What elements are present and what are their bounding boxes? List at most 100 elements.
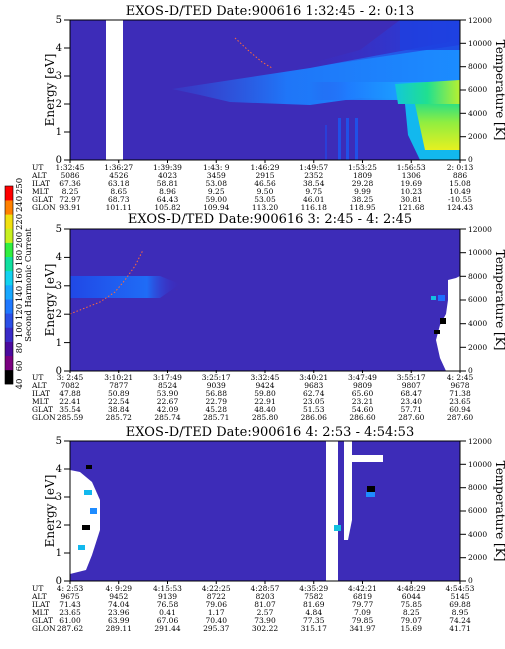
- panel-2-table-cell: 3:25:17: [202, 373, 231, 382]
- panel-1-table-cell: 10.49: [449, 187, 471, 196]
- panel-2-table-cell: 38.84: [108, 405, 130, 414]
- panel-2-row-label-mlt: MLT: [32, 397, 49, 406]
- colorbar-swatch: [5, 270, 13, 286]
- panel-1-table-cell: 9.50: [257, 187, 274, 196]
- panel-1-table-cell: 3459: [207, 171, 226, 180]
- panel-2-table-cell: 7877: [109, 381, 128, 390]
- panel-2-ephemeris-table: UT ALT ILAT MLT GLAT GLON 3: 2:45708247.…: [31, 370, 473, 422]
- panel-1-streak-4: [325, 125, 327, 160]
- panel-3-table-cell: 6819: [353, 592, 372, 601]
- colorbar-swatch: [5, 327, 13, 342]
- panel-2-ytick-label-2: 2: [56, 309, 62, 320]
- panel-2-table-cell: 56.88: [206, 389, 228, 398]
- panel-2-blob-4: [434, 330, 440, 334]
- colorbar-tick-label: 200: [15, 232, 25, 248]
- panel-2-temperature-trace: [69, 249, 144, 315]
- colorbar-swatch: [5, 369, 13, 385]
- panel-3-y2tick-label-4: 8000: [468, 483, 487, 492]
- panel-1-plot: [69, 19, 461, 161]
- panel-2-table-cell: 62.74: [303, 389, 325, 398]
- panel-3-y2label: Temperature [K]: [493, 461, 505, 562]
- panel-1-table-cell: 64.43: [157, 195, 179, 204]
- panel-1-ytick-label-4: 4: [56, 43, 62, 54]
- panel-3-table-cell: 8722: [207, 592, 226, 601]
- panel-1-table-cell: 2352: [304, 171, 323, 180]
- panel-1-table-cell: 67.36: [59, 179, 81, 188]
- panel-1-table-cell: 58.81: [157, 179, 178, 188]
- panel-2-table-cell: 57.71: [401, 405, 422, 414]
- panel-1-table-cell: 105.82: [154, 203, 180, 212]
- panel-2-table-cell: 22.54: [108, 397, 130, 406]
- panel-1-table-cell: 53.08: [206, 179, 228, 188]
- panel-1-ylabel: Energy [eV]: [43, 54, 57, 127]
- colorbar: 40 60 80 100 120 140 160 180 200 220 240 250 Second…: [4, 178, 34, 389]
- panel-1-table-cell: 2915: [255, 171, 274, 180]
- panel-1-table-cell: 10.23: [401, 187, 423, 196]
- panel-1-y2tick-label-0: 0: [468, 155, 473, 164]
- panel-2-table-cell: 60.94: [449, 405, 471, 414]
- colorbar-swatch: [5, 228, 13, 243]
- panel-1-table-cell: 93.91: [59, 203, 80, 212]
- panel-2-table-cell: 9424: [255, 381, 274, 390]
- panel-2-table-cell: 9809: [353, 381, 372, 390]
- colorbar-swatch: [5, 285, 13, 300]
- panel-2-table-cell: 22.41: [59, 397, 80, 406]
- panel-3-background: [70, 441, 460, 581]
- panel-3-table-cell: 4:48:29: [397, 584, 426, 593]
- panel-3-blob-7: [78, 545, 85, 550]
- panel-3-table-cell: 41.71: [449, 624, 470, 633]
- panel-1-table-cell: 101.11: [106, 203, 132, 212]
- panel-2-right-axis: 0 2000 4000 6000 8000 10000 12000 Temper…: [460, 225, 505, 375]
- panel-1-table-cell: 46.01: [303, 195, 324, 204]
- panel-3-row-label-glat: GLAT: [32, 616, 53, 625]
- panel-1-table-cell: 9.25: [208, 187, 225, 196]
- panel-1-table-cell: 63.18: [108, 179, 130, 188]
- panel-3-table-cell: 9452: [109, 592, 128, 601]
- panel-2-y2tick-label-6: 12000: [468, 225, 492, 234]
- panel-1-ytick-label-2: 2: [56, 99, 62, 110]
- panel-3-table-cell: 61.00: [59, 616, 81, 625]
- panel-3-table-cell: 79.77: [352, 600, 374, 609]
- panel-2-table-cell: 285.74: [154, 413, 180, 422]
- panel-3-table-cell: 9139: [158, 592, 177, 601]
- panel-2-table-cell: 54.60: [352, 405, 374, 414]
- colorbar-tick-label: 180: [15, 250, 25, 266]
- panel-3-table-cell: 69.88: [449, 600, 471, 609]
- panel-2-y2tick-label-3: 6000: [468, 295, 487, 304]
- panel-3-y2tick-label-3: 6000: [468, 506, 487, 515]
- panel-1-table-cell: 118.95: [349, 203, 375, 212]
- panel-1-streak-2: [346, 118, 349, 160]
- panel-3-table-cell: 8203: [255, 592, 274, 601]
- panel-3-y2tick-label-1: 2000: [468, 553, 487, 562]
- panel-3-table-cell: 4:54:53: [446, 584, 475, 593]
- panel-3-blob-5: [90, 508, 97, 514]
- panel-2-data-gap: [436, 276, 460, 371]
- panel-1-table-cell: 4023: [158, 171, 177, 180]
- panel-1-table-cell: 1809: [353, 171, 372, 180]
- panel-1-table-cell: 8.25: [62, 187, 79, 196]
- panel-3-table-cell: 15.69: [401, 624, 423, 633]
- colorbar-tick-label: 220: [15, 214, 25, 230]
- panel-2-table-cell: 285.59: [57, 413, 83, 422]
- panel-3-table-cell: 74.24: [449, 616, 471, 625]
- panel-1-left-axis: 0 1 2 3 4 5 Energy [eV]: [43, 15, 70, 166]
- panel-3-y2tick-label-5: 10000: [468, 460, 492, 469]
- colorbar-swatch: [5, 186, 13, 201]
- panel-1-table-cell: 1:39:39: [153, 163, 182, 172]
- panel-3-table-cell: 6044: [402, 592, 421, 601]
- panel-1-row-label-glon: GLON: [32, 203, 56, 212]
- panel-1-y2tick-label-6: 12000: [468, 16, 492, 25]
- panel-3-row-label-ilat: ILAT: [32, 600, 50, 609]
- panel-1-streak-1: [338, 118, 341, 160]
- panel-3-table-cell: 4: 9:29: [105, 584, 132, 593]
- panel-3-table-cell: 23.96: [108, 608, 130, 617]
- panel-1-table-cell: 9.75: [305, 187, 322, 196]
- colorbar-swatch: [5, 214, 13, 229]
- panel-3-table-cell: 2.57: [257, 608, 274, 617]
- panel-3-table-cell: 7582: [304, 592, 323, 601]
- panel-2-table-cell: 22.91: [254, 397, 275, 406]
- panel-1-table-cell: 1:43: 9: [203, 163, 230, 172]
- panel-3-table-cell: 4:15:53: [153, 584, 182, 593]
- panel-1-table-cell: 109.94: [203, 203, 229, 212]
